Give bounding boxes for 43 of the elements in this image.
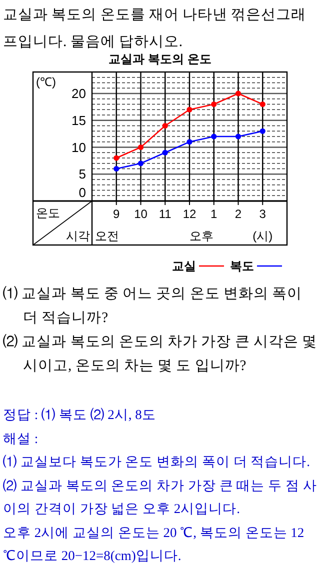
chart-title: 교실과 복도의 온도	[108, 52, 212, 66]
x-tick-label: 10	[134, 207, 148, 221]
text: ⑴ 교실보다 복도가 온도 변화의 폭이 더 적습니다.	[3, 453, 311, 471]
x-tick-label: 11	[158, 207, 172, 221]
y-tick-label: 20	[72, 86, 86, 101]
text: 시각	[66, 229, 90, 243]
point	[186, 139, 192, 145]
text: ⑴ 교실과 복도 중 어느 곳의 온도 변화의 폭이 더 적습니까?	[3, 285, 303, 328]
point	[162, 150, 168, 156]
y-tick-label: 0	[78, 185, 86, 200]
legend-label: 복도	[230, 259, 254, 273]
point	[114, 155, 120, 161]
point	[211, 101, 217, 108]
point	[138, 144, 144, 150]
point	[211, 134, 217, 140]
point	[235, 90, 242, 96]
y-tick-label: 10	[72, 140, 86, 155]
point	[235, 134, 242, 140]
text: 정답 : ⑴ 복도 ⑵ 2시, 8도	[3, 406, 157, 424]
text: 오후	[190, 229, 214, 243]
y-axis-title: (℃)	[36, 75, 56, 89]
y-tick-label: 15	[72, 112, 86, 128]
text: ⑵ 교실과 복도의 온도의 차가 가장 큰 때는 두 점 사이의 간격이 가장 넓은 오후 2시입니다.	[3, 476, 318, 518]
x-tick-label: 2	[234, 207, 242, 221]
x-tick-label: 3	[259, 207, 266, 221]
x-tick-label: 9	[113, 207, 120, 221]
text: 온도	[36, 206, 60, 220]
x-tick-label: 12	[182, 207, 196, 221]
legend-label: 교실	[172, 259, 196, 273]
point	[186, 106, 192, 112]
x-axis-title: (시)	[252, 229, 273, 243]
text: 해설 :	[3, 430, 40, 448]
y-tick-label: 5	[78, 166, 86, 182]
point	[260, 101, 266, 108]
point	[138, 160, 144, 166]
text: 오전	[95, 229, 119, 243]
text: ⑵ 교실과 복도의 온도의 차가 가장 큰 시각은 몇 시이고, 온도의 차는 몇 도 입니까?	[3, 333, 318, 376]
point	[162, 122, 168, 129]
point	[260, 128, 266, 134]
point	[114, 166, 120, 172]
x-tick-label: 1	[210, 207, 218, 221]
text: 오후 2시에 교실의 온도는 20 ℃, 복도의 온도는 12 ℃이므로 20−12=8(cm)입니다.	[3, 524, 306, 565]
text: 교실과 복도의 온도를 재어 나타낸 꺾은선그래프입니다. 물음에 답하시오.	[3, 7, 306, 50]
